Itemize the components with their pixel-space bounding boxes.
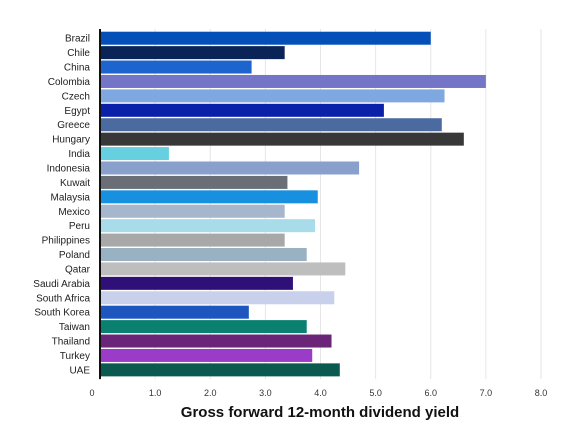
bar-china — [100, 60, 252, 74]
category-label: Poland — [59, 250, 90, 261]
x-tick-label: 5.0 — [369, 388, 382, 398]
bar-thailand — [100, 334, 332, 348]
category-label: Philippines — [42, 236, 90, 247]
x-tick-label: 0 — [89, 388, 94, 398]
bar-chile — [100, 46, 285, 60]
category-label: Egypt — [64, 106, 90, 117]
x-tick-label: 2.0 — [204, 388, 217, 398]
category-label: Hungary — [52, 135, 90, 146]
bar-taiwan — [100, 320, 307, 334]
tick-labels: 0 1.0 2.0 3.0 4.0 5.0 6.0 7.0 8.0 — [89, 388, 547, 398]
category-label: Czech — [62, 91, 90, 102]
bar-czech — [100, 89, 445, 103]
category-label: Colombia — [48, 77, 91, 88]
bar-malaysia — [100, 190, 318, 204]
category-label: Kuwait — [60, 178, 90, 189]
bar-south-korea — [100, 305, 249, 319]
category-label: Mexico — [58, 207, 90, 218]
bars — [100, 31, 486, 377]
category-label: Turkey — [60, 351, 90, 362]
bar-egypt — [100, 103, 384, 117]
bar-peru — [100, 219, 315, 233]
bar-saudi-arabia — [100, 276, 293, 290]
bar-greece — [100, 118, 442, 132]
category-label: Malaysia — [51, 192, 91, 203]
bar-mexico — [100, 204, 285, 218]
x-tick-label: 1.0 — [149, 388, 162, 398]
category-label: Greece — [57, 120, 90, 131]
category-label: Thailand — [52, 337, 90, 348]
category-label: India — [68, 149, 90, 160]
x-tick-label: 8.0 — [535, 388, 548, 398]
category-label: South Korea — [34, 308, 90, 319]
bar-hungary — [100, 132, 464, 146]
bar-colombia — [100, 74, 486, 88]
x-tick-label: 3.0 — [259, 388, 272, 398]
bar-turkey — [100, 348, 313, 362]
category-label: Brazil — [65, 34, 90, 45]
category-label: Saudi Arabia — [33, 279, 90, 290]
bar-india — [100, 147, 169, 161]
category-label: Qatar — [65, 264, 91, 275]
bar-philippines — [100, 233, 285, 247]
x-axis-title: Gross forward 12-month dividend yield — [180, 404, 460, 421]
category-label: Indonesia — [47, 163, 91, 174]
bar-kuwait — [100, 175, 288, 189]
category-label: UAE — [69, 365, 90, 376]
bar-uae — [100, 363, 340, 377]
category-label: Peru — [69, 221, 90, 232]
category-label: China — [64, 63, 91, 74]
bar-poland — [100, 248, 307, 262]
bar-brazil — [100, 31, 431, 45]
category-label: South Africa — [36, 293, 90, 304]
category-labels: Brazil Chile China Colombia Czech Egypt Greece… — [33, 34, 90, 377]
category-label: Chile — [67, 48, 90, 59]
bar-qatar — [100, 262, 346, 276]
x-tick-label: 7.0 — [480, 388, 493, 398]
x-tick-label: 4.0 — [314, 388, 327, 398]
bar-indonesia — [100, 161, 360, 175]
category-label: Taiwan — [59, 322, 90, 333]
bar-south-africa — [100, 291, 335, 305]
x-tick-label: 6.0 — [424, 388, 437, 398]
